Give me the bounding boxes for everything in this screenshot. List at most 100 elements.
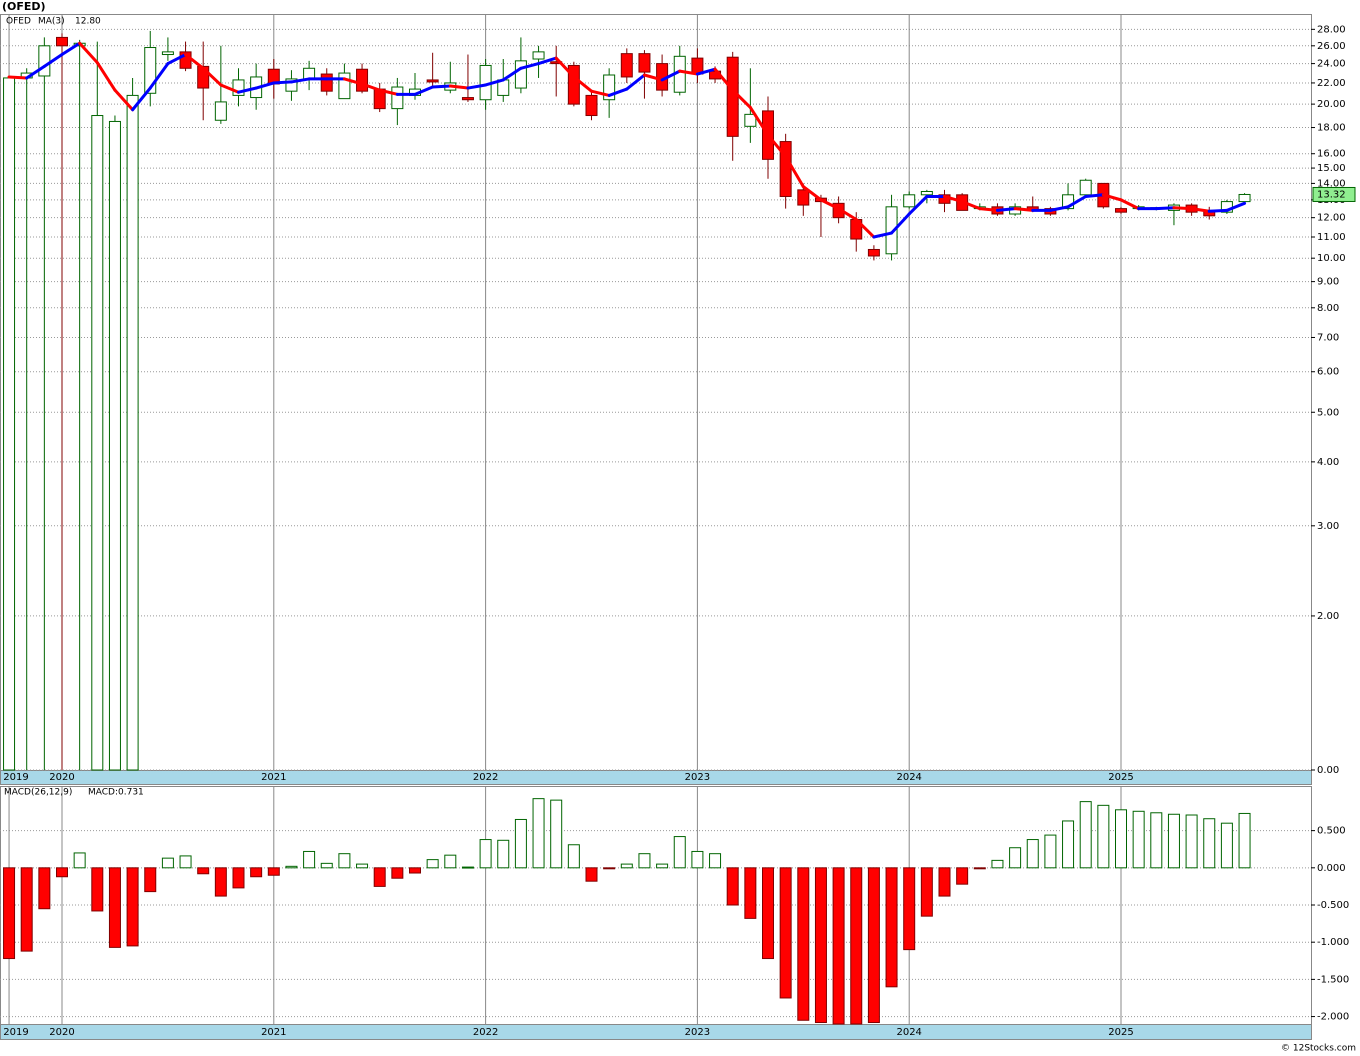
y-tick-label: 0.500 <box>1317 826 1346 837</box>
macd-bar <box>656 863 669 869</box>
ma-line <box>590 89 611 97</box>
legend-ma-value: 12.80 <box>75 17 101 27</box>
macd-bar <box>56 867 68 878</box>
macd-bar <box>161 857 174 869</box>
macd-bar <box>709 853 722 869</box>
macd-bar <box>303 850 316 869</box>
macd-bar <box>920 867 933 917</box>
macd-bar <box>867 867 880 1024</box>
candle-body <box>303 67 316 80</box>
macd-bar <box>832 867 845 1025</box>
ma-line <box>131 86 152 112</box>
macd-bar <box>1044 834 1057 869</box>
candle-body <box>620 53 633 78</box>
y-tick-label: 20.00 <box>1317 99 1346 110</box>
ma-line <box>272 80 293 85</box>
y-tick-label: 4.00 <box>1317 457 1339 468</box>
candle-body <box>108 120 121 771</box>
y-tick-label: 12.00 <box>1317 213 1346 224</box>
y-tick-label: 9.00 <box>1317 277 1339 288</box>
macd-bar <box>426 859 439 869</box>
x-tick-label: 2025 <box>1108 772 1133 783</box>
ma-line <box>1154 206 1176 211</box>
macd-bar <box>797 867 810 1021</box>
macd-bar <box>391 867 404 879</box>
x-tick-label: 2024 <box>896 1027 921 1038</box>
macd-bar <box>3 867 16 960</box>
candle-body <box>920 190 933 196</box>
y-tick-label: 24.00 <box>1317 59 1346 70</box>
ma-line <box>854 218 876 239</box>
ma-line <box>466 83 488 90</box>
ma-line <box>731 88 752 109</box>
ma-line <box>219 83 240 94</box>
ma-line <box>42 53 64 68</box>
x-tick-label: 2025 <box>1108 1027 1133 1038</box>
ma-line <box>113 88 135 112</box>
macd-bar <box>1238 812 1251 869</box>
candle-body <box>1079 179 1092 196</box>
date-strip <box>0 1024 1312 1040</box>
macd-bar <box>603 867 616 870</box>
candle-body <box>232 79 245 96</box>
candle-body <box>867 248 880 257</box>
ma-line <box>1013 207 1035 212</box>
ma-line <box>554 56 576 79</box>
ma-line <box>166 53 188 66</box>
macd-bar <box>744 867 757 919</box>
ma-line <box>360 82 382 92</box>
ma-line <box>960 200 982 211</box>
y-tick-label: -1.500 <box>1317 974 1349 985</box>
y-tick-label: -1.000 <box>1317 937 1349 948</box>
macd-bar <box>267 867 280 876</box>
date-strip <box>0 770 1312 785</box>
y-tick-label: 11.00 <box>1317 232 1346 243</box>
y-tick-label: 0.00 <box>1317 765 1339 776</box>
macd-bar <box>885 867 898 988</box>
macd-bar <box>532 798 545 869</box>
macd-bar <box>108 867 121 948</box>
candle-body <box>285 78 298 92</box>
candle-body <box>56 36 68 47</box>
candle-body <box>161 51 174 56</box>
x-tick-label: 2022 <box>473 772 498 783</box>
ma-line <box>484 78 505 87</box>
y-tick-label: 22.00 <box>1317 78 1346 89</box>
macd-bar <box>214 867 227 897</box>
legend-macd-value: MACD:0.731 <box>88 788 144 798</box>
macd-bar <box>691 850 704 869</box>
macd-bar <box>762 867 774 960</box>
macd-bar <box>1132 810 1145 869</box>
y-tick-label: 18.00 <box>1317 123 1346 134</box>
y-tick-label: 28.00 <box>1317 24 1346 35</box>
macd-bar <box>1203 818 1216 869</box>
macd-bar <box>1062 820 1075 869</box>
ma-line <box>907 194 929 216</box>
ma-line <box>766 133 788 159</box>
y-tick-label: 7.00 <box>1317 332 1339 343</box>
macd-bar <box>814 867 827 1024</box>
y-tick-label: 2.00 <box>1317 611 1339 622</box>
macd-bar <box>20 867 33 952</box>
ma-line <box>148 62 170 90</box>
candle-body <box>1238 193 1251 203</box>
macd-bar <box>126 867 139 947</box>
candle-body <box>126 94 139 771</box>
macd-bar <box>1097 804 1110 869</box>
x-tick-label: 2022 <box>473 1027 498 1038</box>
ma-line <box>448 84 470 90</box>
macd-bar <box>338 853 351 869</box>
ma-line <box>995 207 1017 212</box>
macd-bar <box>197 867 210 875</box>
y-tick-label: 6.00 <box>1317 367 1339 378</box>
macd-bar <box>585 867 598 882</box>
ma-line <box>201 66 223 87</box>
macd-bar <box>1185 814 1198 869</box>
ma-line <box>978 207 999 212</box>
macd-bar <box>726 867 739 906</box>
y-tick-label: 8.00 <box>1317 303 1339 314</box>
ma-line <box>289 77 311 84</box>
candle-body <box>1115 208 1127 213</box>
ma-line <box>519 62 541 70</box>
